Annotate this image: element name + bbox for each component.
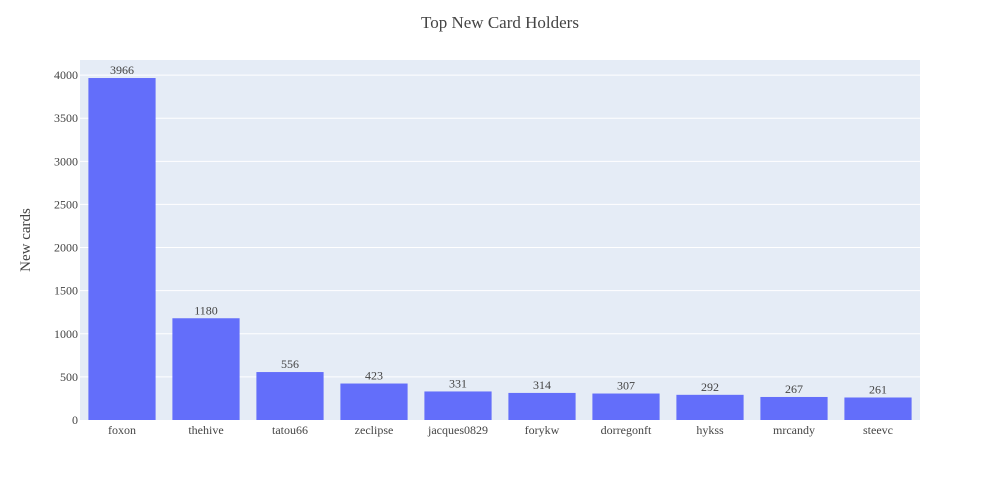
y-tick-label: 1500 <box>54 284 78 298</box>
x-tick-label: jacques0829 <box>427 423 488 437</box>
bar-value-label: 556 <box>281 357 299 371</box>
bar <box>340 383 408 420</box>
bar-value-label: 261 <box>869 382 887 396</box>
bar-value-label: 1180 <box>194 303 218 317</box>
x-tick-label: mrcandy <box>773 423 815 437</box>
y-tick-label: 500 <box>60 370 78 384</box>
x-axis-ticks: foxon thehive tatou66 zeclipse jacques0829 fo… <box>108 423 893 437</box>
y-tick-label: 2500 <box>54 197 78 211</box>
y-tick-label: 4000 <box>54 68 78 82</box>
x-tick-label: foxon <box>108 423 136 437</box>
y-tick-label: 2000 <box>54 241 78 255</box>
y-tick-label: 1000 <box>54 327 78 341</box>
bar-value-label: 292 <box>701 380 719 394</box>
gridlines <box>80 74 920 378</box>
bar <box>508 392 576 420</box>
y-tick-label: 0 <box>72 413 78 427</box>
bar <box>172 318 240 420</box>
x-tick-label: forykw <box>525 423 560 437</box>
bar <box>592 393 660 420</box>
y-tick-label: 3500 <box>54 111 78 125</box>
bar-value-label: 314 <box>533 378 551 392</box>
x-tick-label: steevc <box>863 423 893 437</box>
y-axis-title: New cards <box>18 208 34 272</box>
bar-value-label: 423 <box>365 369 383 383</box>
bar <box>760 396 828 420</box>
bar <box>676 394 744 420</box>
chart-title: Top New Card Holders <box>421 13 579 32</box>
bar-value-label: 3966 <box>110 63 134 77</box>
y-axis-ticks: 0 500 1000 1500 2000 2500 3000 3500 4000 <box>54 68 78 427</box>
bar <box>844 397 912 420</box>
x-tick-label: thehive <box>188 423 223 437</box>
x-tick-label: zeclipse <box>355 423 394 437</box>
bars <box>88 78 912 421</box>
bar <box>256 372 324 420</box>
x-tick-label: dorregonft <box>601 423 652 437</box>
x-tick-label: tatou66 <box>272 423 308 437</box>
bar <box>424 391 492 420</box>
x-tick-label: hykss <box>696 423 724 437</box>
data-labels: 3966 1180 556 423 331 314 307 292 267 261 <box>110 63 887 396</box>
y-tick-label: 3000 <box>54 154 78 168</box>
bar-value-label: 331 <box>449 376 467 390</box>
bar-value-label: 267 <box>785 382 803 396</box>
bar-value-label: 307 <box>617 379 635 393</box>
bar <box>88 78 156 421</box>
